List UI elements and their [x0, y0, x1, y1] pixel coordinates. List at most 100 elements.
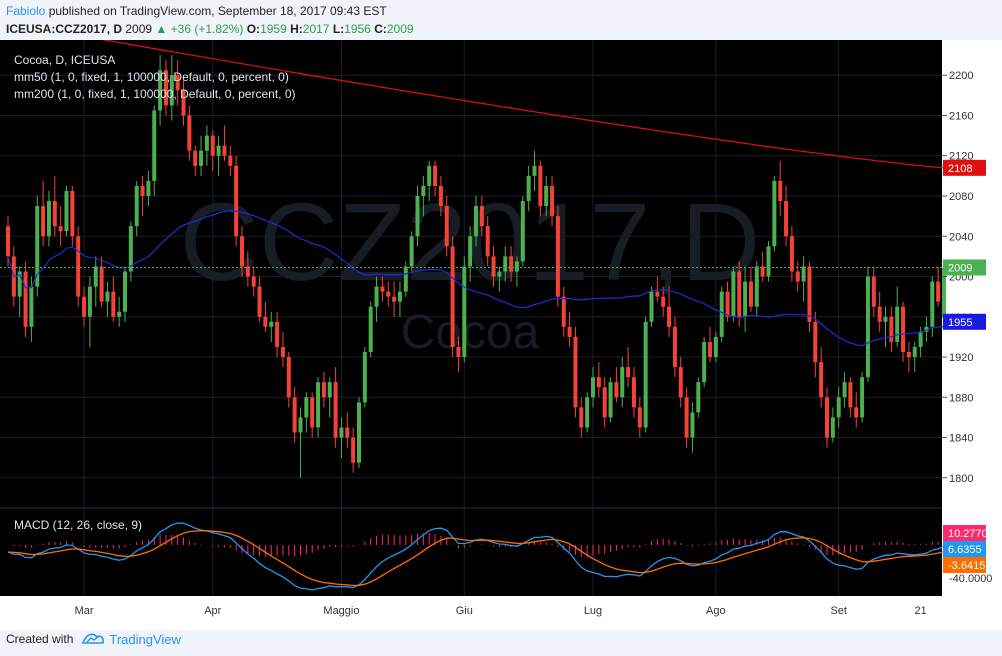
- candle: [631, 367, 636, 418]
- ma50-marker-label: 1955: [948, 317, 972, 329]
- author-link[interactable]: Fabiolo: [6, 4, 46, 18]
- candle: [87, 276, 92, 347]
- macd-histogram: [13, 533, 945, 557]
- candle: [245, 251, 250, 287]
- candle: [146, 170, 151, 207]
- candle: [585, 392, 590, 433]
- candle-body: [760, 266, 765, 277]
- legend-symbol: Cocoa, D, ICEUSA: [14, 53, 115, 67]
- candle: [403, 261, 408, 297]
- candle: [754, 261, 759, 317]
- time-axis-labels: Mar Apr Maggio Giu Lug Ago Set 21: [75, 605, 927, 617]
- candle-body: [6, 226, 10, 257]
- candle: [760, 251, 765, 282]
- candle: [23, 261, 28, 337]
- candle: [830, 407, 835, 443]
- y-tick-label: 2160: [949, 110, 973, 122]
- open-value: 1959: [260, 22, 287, 36]
- candle: [602, 377, 607, 428]
- candle-body: [368, 306, 373, 352]
- candle-body: [555, 216, 560, 297]
- candle-body: [140, 185, 145, 196]
- candle-body: [76, 236, 81, 297]
- candle: [789, 226, 794, 282]
- candle: [637, 397, 642, 438]
- candle-body: [298, 417, 303, 433]
- x-tick-label: Mar: [75, 605, 94, 617]
- candle: [163, 60, 168, 116]
- candle: [713, 331, 718, 363]
- candle-body: [748, 281, 753, 307]
- candle-body: [550, 185, 555, 217]
- candle-body: [608, 382, 613, 418]
- candle: [690, 402, 695, 453]
- x-tick-label: Set: [830, 605, 847, 617]
- candle-body: [743, 281, 748, 317]
- last-price-marker-box: [943, 259, 986, 276]
- candle: [748, 266, 753, 312]
- candle: [263, 301, 268, 332]
- candle-body: [514, 261, 519, 272]
- chart-canvas[interactable]: CCZ2017,D Cocoa 180018401880192019602000…: [0, 40, 1002, 630]
- candle-body: [169, 75, 174, 106]
- candle-body: [807, 266, 812, 322]
- candle: [286, 352, 291, 408]
- candle: [204, 125, 209, 166]
- candle: [374, 276, 379, 322]
- tradingview-link[interactable]: TradingView: [109, 631, 181, 647]
- candle-body: [813, 321, 818, 363]
- candle-body: [877, 306, 882, 322]
- candle-body: [397, 291, 402, 302]
- candle: [620, 357, 625, 408]
- candle-body: [403, 266, 408, 292]
- candle: [240, 226, 244, 277]
- candle-body: [789, 236, 794, 272]
- candle: [573, 326, 578, 418]
- candle: [140, 175, 145, 217]
- x-tick-label: Apr: [204, 605, 221, 617]
- candle-body: [199, 150, 204, 166]
- candle: [175, 60, 180, 106]
- candle-body: [591, 377, 595, 398]
- legend-ma200: mm200 (1, 0, fixed, 1, 100000, Default, …: [14, 87, 296, 101]
- candle: [111, 276, 116, 322]
- candle: [304, 392, 309, 433]
- candle-body: [690, 412, 695, 438]
- candle: [567, 311, 572, 347]
- candle: [392, 281, 397, 317]
- macd-marker: 6.6355: [943, 541, 986, 557]
- candle-body: [415, 196, 420, 237]
- candle: [474, 196, 478, 247]
- candle: [784, 185, 789, 247]
- candle-body: [292, 397, 297, 433]
- candle-body: [263, 316, 268, 327]
- candle: [608, 377, 613, 423]
- candle-body: [222, 145, 227, 156]
- time-scale-background: [0, 596, 1002, 630]
- candle: [82, 286, 87, 327]
- candle-body: [158, 70, 163, 111]
- macd-hist-marker-label: 10.2770: [948, 528, 988, 540]
- candle-body: [708, 341, 712, 358]
- chart-background: [0, 40, 942, 596]
- candle-body: [181, 90, 186, 116]
- candle: [743, 266, 748, 332]
- y-tick-label: 1800: [949, 473, 973, 485]
- candle: [561, 286, 566, 337]
- candle: [257, 276, 262, 322]
- candle-body: [854, 407, 859, 418]
- candle-body: [772, 180, 777, 247]
- candle: [421, 175, 426, 217]
- candle: [667, 286, 672, 337]
- candle-body: [163, 70, 168, 106]
- candle: [187, 105, 192, 161]
- candle: [854, 392, 859, 428]
- candle-body: [351, 437, 356, 463]
- ma200-marker-box: [943, 159, 986, 176]
- candle-body: [228, 155, 233, 166]
- candle-body: [626, 367, 631, 378]
- last-price-marker-label: 2009: [948, 262, 972, 274]
- tradingview-logo-icon[interactable]: [81, 632, 105, 646]
- candle: [345, 412, 350, 448]
- signal-marker: -3.6415: [943, 557, 986, 573]
